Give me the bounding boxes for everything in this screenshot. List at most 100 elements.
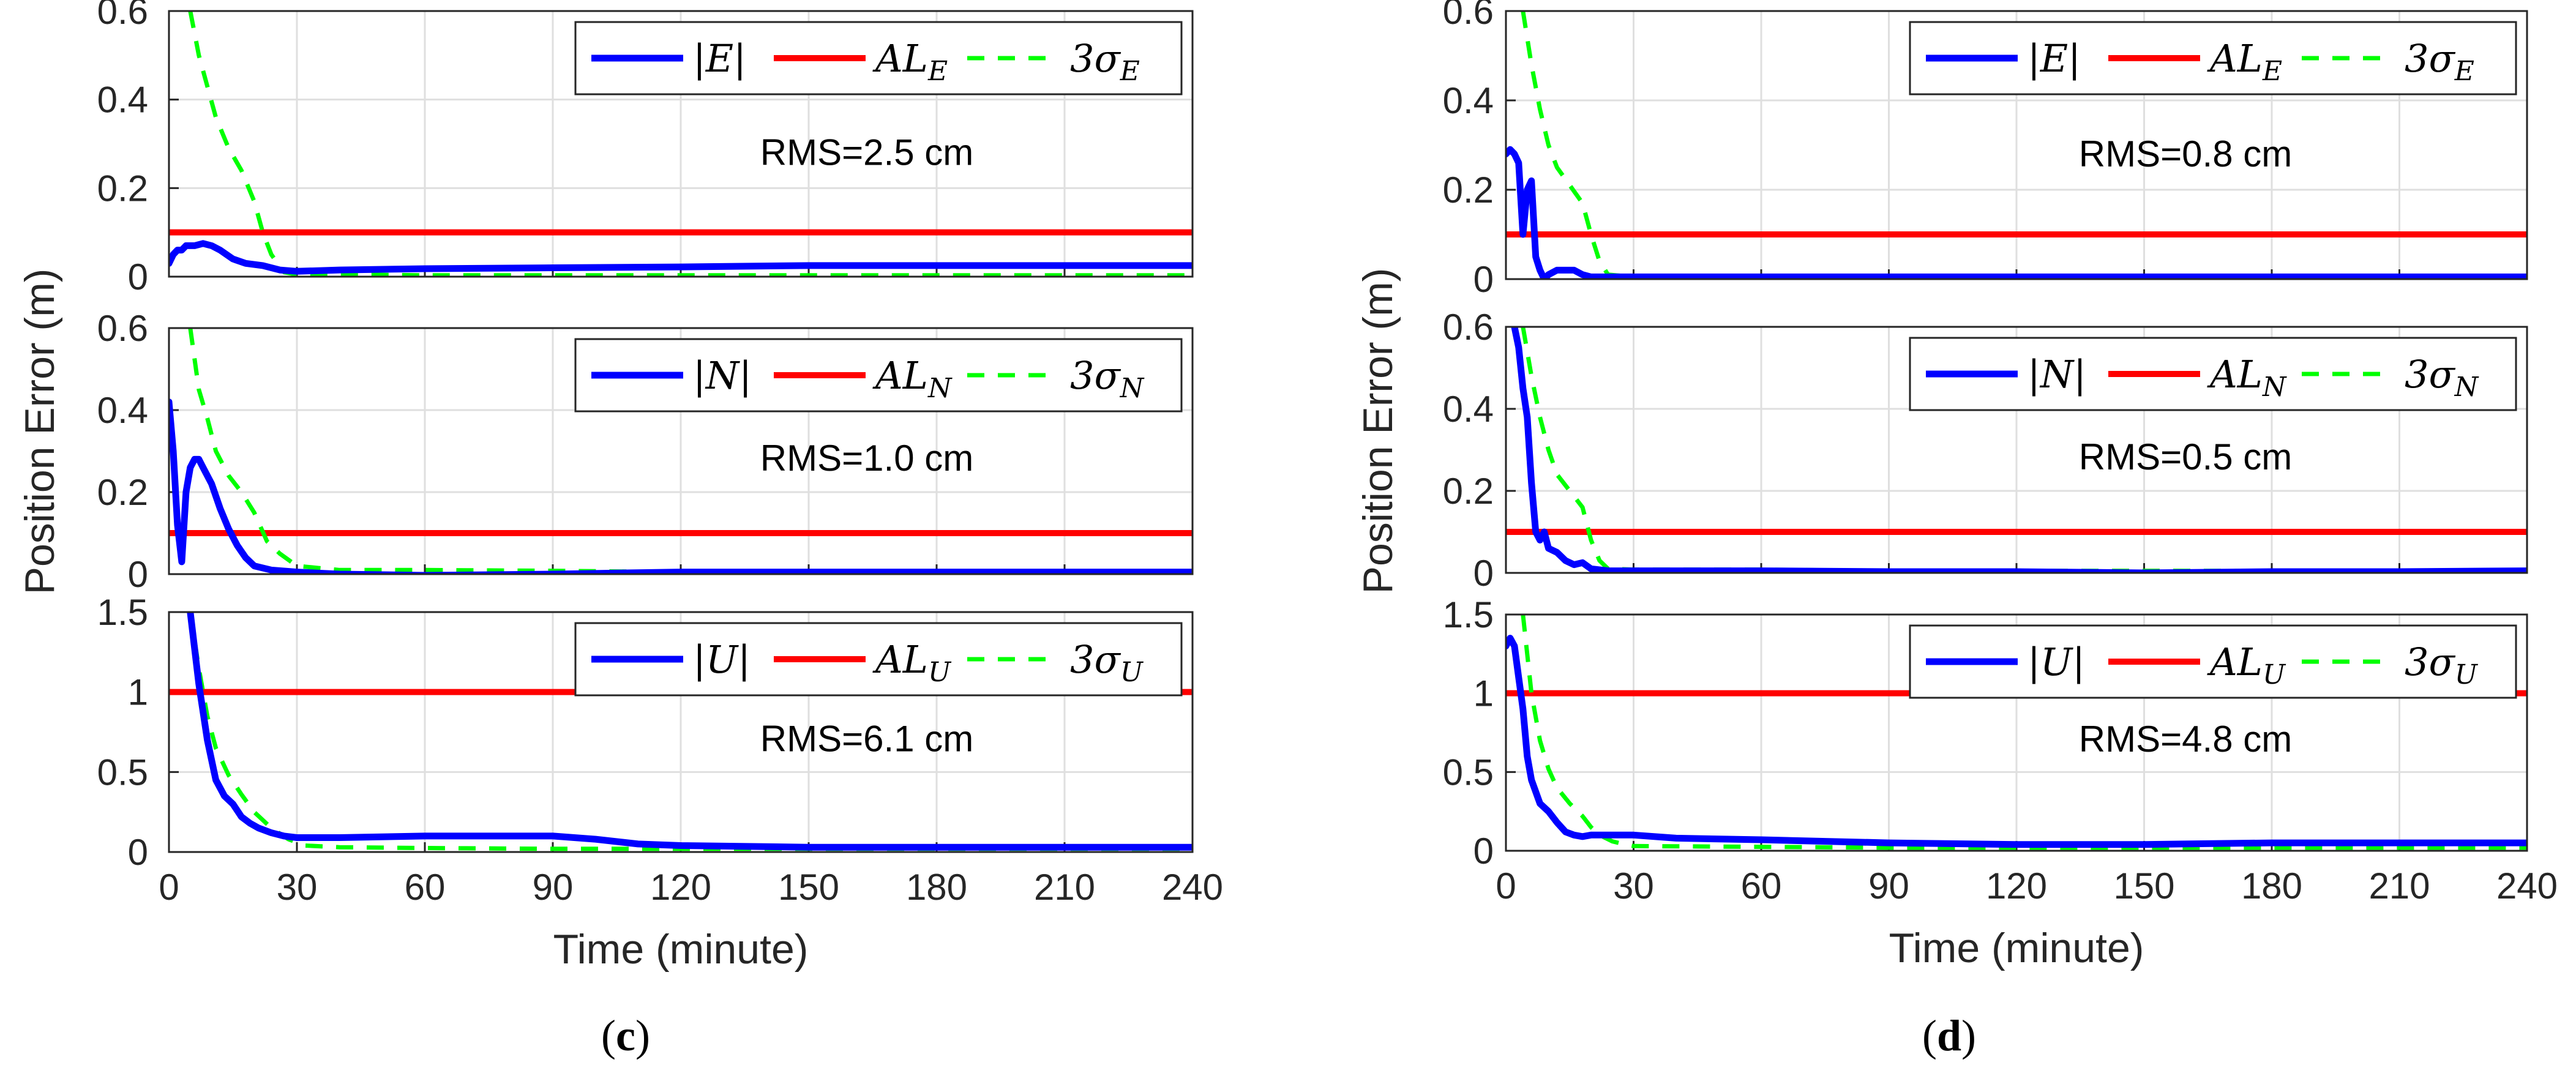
legend-label-sigma: 3σE	[2405, 36, 2474, 87]
sigma-line-u	[1521, 615, 2527, 850]
y-tick-label: 0	[1473, 553, 1494, 594]
subplot-n-c: 0 0.2 0.4 0.6 |N| ALN 3σN RMS=1.0 cm	[97, 308, 1194, 595]
panel-c: 0 0.2 0.4 0.6 |E| ALE 3σE RMS=2.5 cm 0 0.2 0.4 0.6 |…	[17, 0, 1223, 1060]
legend-label-error: |N|	[693, 353, 752, 398]
panel-caption: (d)	[1922, 1011, 1976, 1060]
error-line-u	[187, 612, 1193, 851]
x-tick-label: 210	[1034, 867, 1095, 908]
y-tick-label: 1.5	[1443, 594, 1494, 635]
series-group	[169, 11, 1193, 277]
y-tick-label: 0	[128, 256, 148, 297]
y-tick-label: 0.4	[1443, 80, 1494, 121]
rms-annotation: RMS=0.8 cm	[2079, 133, 2292, 174]
y-tick-label: 0.5	[1443, 752, 1494, 793]
axes-box	[168, 611, 1194, 853]
legend-label-error: |E|	[693, 36, 746, 81]
legend-label-error: |U|	[2027, 640, 2085, 684]
legend-label-alert-limit: ALU	[872, 637, 952, 688]
subplot-e-c: 0 0.2 0.4 0.6 |E| ALE 3σE RMS=2.5 cm	[97, 0, 1194, 297]
legend-label-error: |E|	[2027, 36, 2081, 81]
y-tick-label: 0.6	[97, 308, 148, 349]
legend-label-alert-limit: ALE	[2207, 36, 2282, 87]
rms-annotation: RMS=2.5 cm	[760, 132, 973, 173]
rms-annotation: RMS=0.5 cm	[2079, 436, 2292, 477]
y-tick-label: 0.4	[1443, 389, 1494, 430]
legend-label-sigma: 3σU	[1070, 637, 1144, 688]
y-tick-label: 0.6	[97, 0, 148, 32]
rms-annotation: RMS=4.8 cm	[2079, 719, 2292, 760]
legend-label-alert-limit: ALN	[872, 353, 953, 404]
legend-n: |N| ALN 3σN	[574, 338, 1183, 413]
y-tick-label: 0.6	[1443, 307, 1494, 348]
y-tick-label: 1	[1473, 673, 1494, 714]
y-tick-label: 1.5	[97, 592, 148, 633]
axes-box	[1505, 613, 2528, 852]
error-line-e	[169, 240, 1193, 275]
legend-box	[1909, 337, 2517, 411]
legend-label-alert-limit: ALE	[872, 36, 948, 87]
legend-label-sigma: 3σN	[2405, 352, 2479, 403]
x-tick-label: 60	[405, 867, 446, 908]
y-tick-label: 0.2	[97, 168, 148, 209]
legend-u: |U| ALU 3σU	[1909, 624, 2517, 699]
x-axis-label: Time (minute)	[553, 926, 809, 973]
legend-box	[574, 622, 1183, 697]
x-tick-label: 120	[650, 867, 711, 908]
y-tick-label: 0	[1473, 831, 1494, 872]
x-tick-label: 90	[1868, 865, 1909, 906]
x-tick-label: 90	[533, 867, 574, 908]
axes-box	[168, 10, 1194, 278]
subplot-e-d: 0 0.2 0.4 0.6 |E| ALE 3σE RMS=0.8 cm	[1443, 0, 2528, 300]
y-tick-label: 0	[1473, 259, 1494, 300]
panel-d: 0 0.2 0.4 0.6 |E| ALE 3σE RMS=0.8 cm 0 0.2 0.4 0.6 |…	[1355, 0, 2558, 1060]
rms-annotation: RMS=6.1 cm	[760, 718, 973, 759]
legend-label-alert-limit: ALN	[2207, 352, 2287, 403]
series-group	[1506, 11, 2527, 279]
subplot-n-d: 0 0.2 0.4 0.6 |N| ALN 3σN RMS=0.5 cm	[1443, 307, 2528, 594]
x-tick-label: 150	[778, 867, 839, 908]
x-axis-label: Time (minute)	[1889, 925, 2144, 971]
axes-box	[1505, 326, 2528, 574]
x-tick-label: 0	[1496, 865, 1516, 906]
x-tick-label: 30	[277, 867, 318, 908]
sigma-line-n	[1521, 327, 2527, 573]
x-tick-label: 120	[1986, 865, 2047, 906]
legend-n: |N| ALN 3σN	[1909, 337, 2517, 411]
axes-box	[168, 327, 1194, 575]
y-tick-label: 1	[128, 672, 148, 713]
rms-annotation: RMS=1.0 cm	[760, 438, 973, 479]
y-tick-label: 0.6	[1443, 0, 1494, 32]
y-tick-label: 0	[128, 554, 148, 595]
y-tick-label: 0.4	[97, 390, 148, 431]
legend-e: |E| ALE 3σE	[574, 21, 1183, 95]
error-line-e	[1506, 146, 2527, 279]
legend-label-sigma: 3σE	[1070, 36, 1140, 87]
x-tick-label: 30	[1613, 865, 1654, 906]
y-tick-label: 0.2	[1443, 170, 1494, 211]
y-tick-label: 0.2	[97, 472, 148, 513]
y-tick-label: 0	[128, 832, 148, 873]
y-tick-label: 0.2	[1443, 471, 1494, 512]
x-tick-label: 0	[159, 867, 179, 908]
legend-label-error: |U|	[693, 637, 751, 682]
x-tick-label: 150	[2113, 865, 2174, 906]
panel-caption: (c)	[601, 1011, 650, 1060]
legend-u: |U| ALU 3σU	[574, 622, 1183, 697]
series-group	[169, 328, 1193, 574]
x-tick-label: 240	[1162, 867, 1223, 908]
y-tick-label: 0.5	[97, 752, 148, 793]
legend-label-error: |N|	[2027, 352, 2086, 397]
x-tick-label: 210	[2368, 865, 2430, 906]
error-line-n	[169, 398, 1193, 574]
legend-label-sigma: 3σU	[2405, 640, 2479, 690]
x-tick-label: 60	[1741, 865, 1782, 906]
y-tick-label: 0.4	[97, 80, 148, 121]
error-line-u	[1506, 635, 2527, 848]
x-tick-label: 180	[906, 867, 967, 908]
axes-box	[1505, 10, 2528, 280]
legend-e: |E| ALE 3σE	[1909, 21, 2517, 95]
y-axis-label: Position Error (m)	[1355, 268, 1401, 594]
legend-label-sigma: 3σN	[1070, 353, 1145, 404]
subplot-u-d: 0 0.5 1 1.5 |U| ALU 3σU RMS=4.8 cm	[1443, 594, 2528, 872]
